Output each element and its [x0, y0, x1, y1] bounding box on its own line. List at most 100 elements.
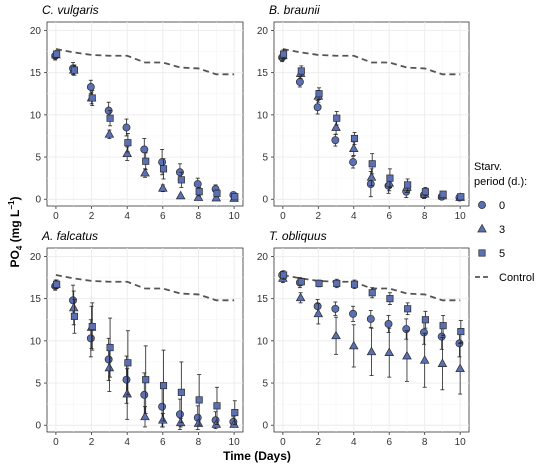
data-point-circle	[122, 123, 131, 132]
data-point-square	[231, 409, 239, 417]
data-point-triangle	[366, 172, 377, 181]
x-tick-label: 10	[229, 437, 241, 448]
data-point-square	[368, 160, 376, 168]
y-tick-label: 15	[30, 68, 42, 79]
data-point-square	[124, 139, 132, 147]
data-point-triangle	[104, 362, 115, 372]
legend-label: 0	[499, 200, 505, 212]
data-point-square	[124, 359, 132, 367]
data-point-square	[457, 193, 465, 201]
legend-item-3: 3	[477, 223, 505, 236]
series-5	[53, 279, 239, 426]
data-point-square	[421, 188, 429, 196]
y-tick-label: 15	[257, 294, 269, 305]
x-tick-label: 6	[386, 211, 392, 222]
y-tick-label: 0	[35, 195, 41, 206]
x-tick-label: 10	[229, 211, 241, 222]
data-point-circle	[366, 180, 375, 189]
data-point-triangle	[455, 363, 465, 373]
x-tick-label: 10	[455, 211, 467, 222]
data-point-square	[142, 157, 150, 165]
panel-1: 0 2 4 6 8 10 0 5 10 15 20C. vulgaris	[30, 3, 244, 222]
legend-label: 3	[499, 224, 505, 236]
data-point-square	[213, 189, 221, 197]
data-point-square	[297, 278, 305, 286]
x-axis-title: Time (Days)	[223, 449, 291, 463]
data-point-circle	[349, 158, 358, 167]
data-point-square	[195, 188, 203, 196]
data-point-circle	[313, 302, 322, 311]
data-point-square	[350, 134, 359, 143]
panel-3: 0 2 4 6 8 10 0 5 10 15 20 A. falcatus	[30, 229, 244, 448]
data-point-triangle	[402, 350, 412, 360]
data-point-triangle	[140, 411, 150, 421]
panel-title: B. braunii	[269, 3, 320, 17]
y-tick-label: 5	[262, 379, 268, 390]
panel-title: C. vulgaris	[42, 3, 99, 17]
x-tick-label: 2	[89, 437, 95, 448]
data-point-triangle	[437, 358, 448, 367]
legend-title-line2: period (d.):	[474, 176, 527, 188]
data-point-circle	[331, 136, 340, 145]
y-tick-label: 5	[35, 153, 41, 164]
panel-title: T. obliquus	[269, 229, 327, 243]
data-point-square	[88, 94, 96, 102]
data-point-triangle	[122, 148, 132, 158]
data-point-square	[88, 322, 96, 331]
legend-title-line1: Starv.	[474, 161, 502, 173]
data-point-square	[213, 402, 221, 410]
control-line	[55, 274, 235, 302]
data-point-square	[106, 344, 114, 352]
legend-item-5: 5	[478, 248, 505, 260]
legend-label: 5	[499, 248, 505, 260]
data-point-circle	[69, 296, 77, 305]
y-tick-label: 20	[257, 252, 269, 263]
control-line	[282, 274, 461, 302]
x-tick-label: 0	[280, 437, 286, 448]
data-point-square	[177, 176, 185, 184]
data-point-triangle	[68, 302, 79, 312]
data-point-square	[195, 396, 203, 404]
data-point-square	[404, 181, 412, 189]
data-point-circle	[140, 145, 149, 154]
data-point-square	[159, 165, 168, 173]
data-point-triangle	[348, 340, 359, 350]
data-point-circle	[331, 304, 340, 313]
x-tick-label: 2	[89, 211, 95, 222]
x-tick-label: 10	[455, 437, 467, 448]
y-tick-label: 10	[30, 110, 42, 121]
data-point-triangle	[211, 192, 222, 202]
y-tick-label: 0	[262, 195, 268, 206]
data-point-circle	[140, 390, 149, 399]
data-point-square	[53, 280, 61, 288]
data-point-circle	[313, 103, 322, 112]
data-point-square	[421, 316, 429, 324]
x-tick-label: 8	[422, 211, 428, 222]
data-point-triangle	[384, 177, 395, 187]
x-tick-label: 8	[422, 437, 428, 448]
data-point-square	[457, 328, 465, 336]
y-tick-label: 0	[35, 421, 41, 432]
data-point-triangle	[140, 167, 150, 177]
y-tick-label: 5	[35, 379, 41, 390]
legend-label: Control	[499, 272, 534, 284]
data-point-triangle	[104, 129, 115, 138]
data-point-triangle	[295, 292, 306, 302]
data-point-square	[297, 67, 305, 75]
x-tick-label: 8	[196, 211, 202, 222]
data-point-circle	[437, 332, 446, 341]
y-tick-label: 20	[30, 252, 42, 263]
data-point-square	[386, 295, 394, 303]
x-tick-label: 0	[53, 211, 59, 222]
data-point-circle	[402, 325, 411, 333]
y-axis-title: PO4 (mg L−1)	[7, 197, 24, 268]
data-point-triangle	[419, 355, 430, 364]
control-line	[55, 48, 235, 76]
data-point-square	[280, 271, 288, 279]
x-tick-label: 4	[351, 437, 357, 448]
data-point-triangle	[158, 183, 168, 192]
data-point-triangle	[175, 190, 186, 200]
data-point-square	[53, 50, 61, 58]
data-point-square	[439, 190, 447, 198]
